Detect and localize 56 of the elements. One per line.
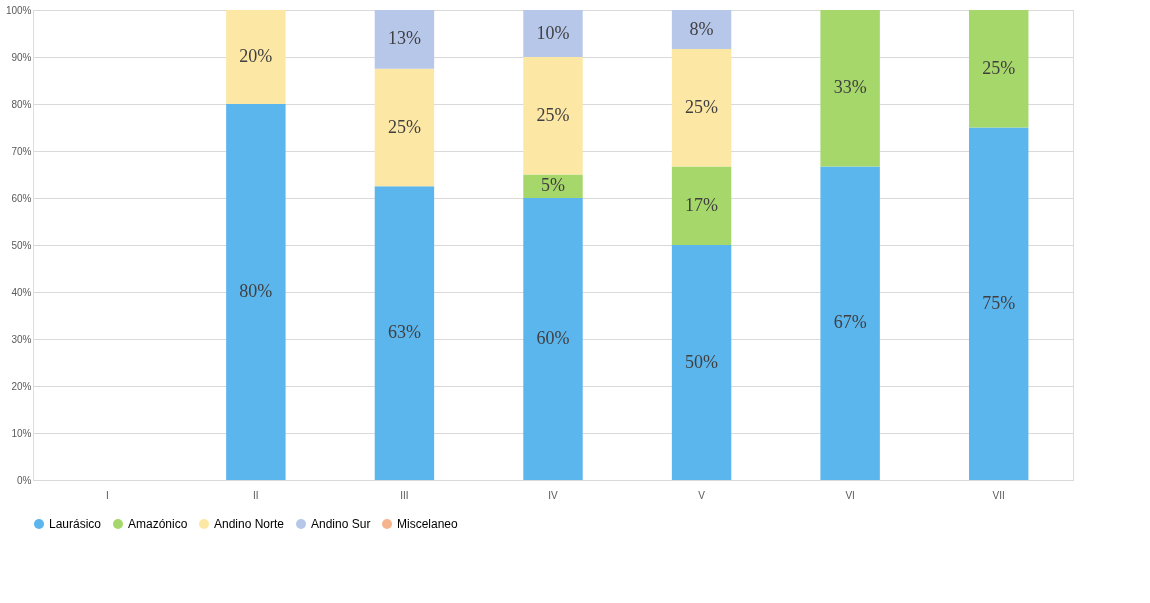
data-label: 17%	[685, 194, 719, 215]
y-tick-label: 60%	[11, 192, 32, 204]
data-label: 33%	[833, 77, 867, 98]
bar	[226, 10, 286, 104]
data-label: 20%	[239, 46, 273, 66]
bar	[671, 10, 732, 50]
data-label: 63%	[387, 322, 421, 343]
x-tick-label: III	[400, 489, 409, 501]
y-tick-label: 40%	[11, 286, 32, 298]
bar	[820, 166, 880, 480]
data-label: 67%	[833, 312, 867, 333]
data-label: 5%	[541, 175, 565, 196]
y-tick-label: 80%	[11, 98, 32, 110]
bar	[374, 10, 435, 69]
x-tick-label: II	[253, 489, 259, 501]
bar	[671, 49, 732, 167]
legend-label: Amazónico	[128, 517, 188, 531]
data-label: 25%	[387, 116, 421, 137]
x-tick-label: IV	[548, 489, 559, 501]
data-label: 25%	[685, 96, 719, 117]
legend-label: Andino Sur	[311, 517, 371, 531]
data-label: 25%	[982, 57, 1016, 78]
bar	[523, 10, 583, 57]
bar	[969, 127, 1029, 480]
bar	[523, 57, 583, 175]
data-label: 75%	[982, 292, 1016, 313]
y-tick-label: 20%	[11, 380, 32, 392]
y-tick-label: 10%	[11, 427, 32, 439]
legend-label: Laurásico	[49, 517, 102, 531]
y-tick-label: 0%	[17, 474, 32, 486]
bar	[374, 186, 435, 480]
bar	[523, 198, 583, 480]
x-tick-label: VII	[992, 489, 1005, 501]
data-label: 25%	[536, 104, 570, 125]
y-tick-label: 30%	[11, 333, 32, 345]
data-label: 13%	[387, 28, 421, 49]
data-label: 80%	[239, 281, 273, 301]
data-label: 8%	[689, 18, 714, 39]
legend-label: Miscelaneo	[397, 517, 459, 531]
y-tick-label: 50%	[11, 239, 32, 251]
y-tick-label: 90%	[11, 51, 32, 63]
x-tick-label: I	[105, 489, 109, 501]
bar	[374, 68, 435, 187]
bar	[969, 10, 1029, 128]
data-label: 10%	[536, 22, 570, 43]
y-tick-label: 70%	[11, 145, 32, 157]
bar	[820, 10, 880, 167]
y-tick-label: 100%	[5, 4, 32, 16]
legend-label: Andino Norte	[214, 517, 285, 531]
x-tick-label: VI	[845, 489, 855, 501]
x-tick-label: V	[698, 489, 706, 501]
data-label: 50%	[685, 351, 719, 372]
bar	[671, 166, 732, 245]
bar	[671, 245, 732, 480]
bar	[226, 104, 286, 480]
data-label: 60%	[536, 328, 570, 348]
